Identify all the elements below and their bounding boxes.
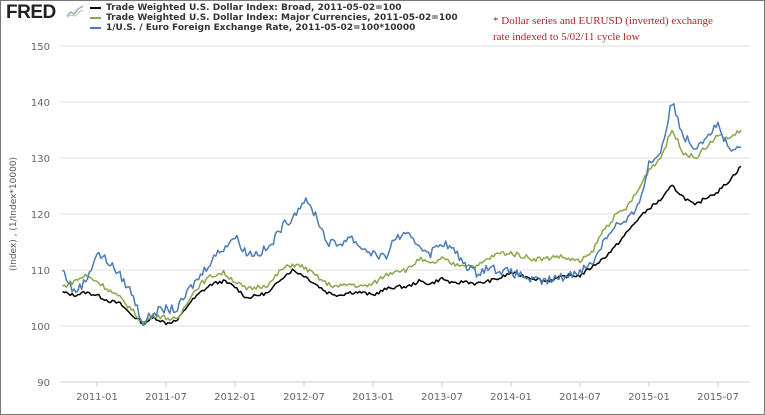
x-tick-label: 2015-07: [697, 392, 739, 403]
legend-item-major[interactable]: Trade Weighted U.S. Dollar Index: Major …: [90, 13, 458, 23]
series-line-euro: [62, 103, 742, 327]
series-line-major: [62, 129, 742, 324]
x-tick-label: 2011-07: [145, 392, 187, 403]
x-tick-label: 2015-01: [628, 392, 670, 403]
y-axis-label: (Index) , (1/Index*10000): [9, 157, 19, 271]
annotation-note: * Dollar series and EURUSD (inverted) ex…: [493, 15, 713, 43]
y-tick-label: 90: [37, 378, 50, 389]
legend-item-broad[interactable]: Trade Weighted U.S. Dollar Index: Broad,…: [90, 3, 458, 13]
legend: Trade Weighted U.S. Dollar Index: Broad,…: [90, 3, 458, 33]
series-line-broad: [62, 165, 742, 326]
y-tick-label: 110: [31, 266, 50, 277]
x-tick-label: 2014-01: [490, 392, 532, 403]
x-tick-label: 2013-01: [352, 392, 394, 403]
x-tick-label: 2014-07: [559, 392, 601, 403]
legend-label: Trade Weighted U.S. Dollar Index: Broad,…: [106, 3, 402, 13]
legend-label: Trade Weighted U.S. Dollar Index: Major …: [106, 13, 458, 23]
fred-logo: FRED: [6, 2, 56, 23]
legend-label: 1/U.S. / Euro Foreign Exchange Rate, 201…: [106, 23, 416, 33]
y-tick-label: 100: [31, 322, 50, 333]
y-tick-label: 130: [31, 154, 50, 165]
x-tick-label: 2011-01: [76, 392, 118, 403]
x-tick-label: 2012-01: [214, 392, 256, 403]
chart-logo-icon: [66, 5, 84, 18]
legend-swatch: [90, 17, 101, 19]
y-tick-label: 150: [31, 42, 50, 53]
y-tick-label: 140: [31, 98, 50, 109]
legend-swatch: [90, 27, 101, 29]
legend-item-euro[interactable]: 1/U.S. / Euro Foreign Exchange Rate, 201…: [90, 23, 458, 33]
y-tick-label: 120: [31, 210, 50, 221]
x-tick-label: 2013-07: [421, 392, 463, 403]
legend-swatch: [90, 7, 101, 9]
x-tick-label: 2012-07: [283, 392, 325, 403]
